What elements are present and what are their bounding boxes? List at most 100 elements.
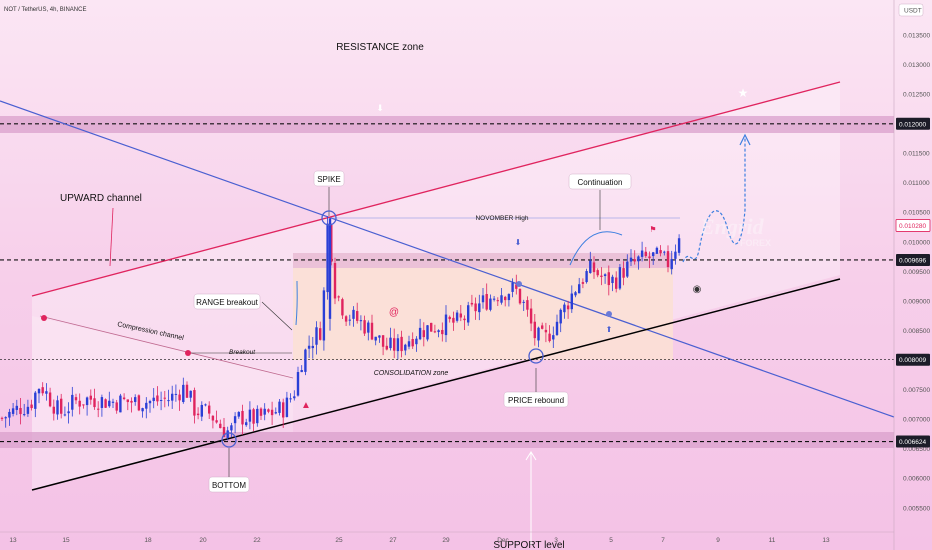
downtrend-line bbox=[0, 100, 895, 418]
bear-candle bbox=[41, 387, 44, 394]
bull-candle bbox=[300, 370, 303, 373]
bull-candle bbox=[119, 395, 122, 413]
bull-candle bbox=[293, 396, 296, 399]
eye-icon: ◉ bbox=[693, 284, 702, 295]
consolidation-zone-label: CONSOLIDATION zone bbox=[374, 370, 449, 377]
resistance-zone-label: RESISTANCE zone bbox=[336, 42, 424, 53]
bull-candle bbox=[500, 295, 503, 303]
bull-candle bbox=[34, 392, 37, 409]
zones-layer bbox=[0, 82, 894, 490]
bear-candle bbox=[633, 259, 636, 262]
time-tick-label: 20 bbox=[199, 537, 207, 544]
bear-candle bbox=[518, 288, 522, 304]
pivot-dot bbox=[606, 311, 612, 317]
bear-candle bbox=[93, 398, 96, 408]
bull-candle bbox=[492, 298, 496, 300]
bull-candle bbox=[204, 404, 207, 406]
bull-candle bbox=[4, 417, 7, 419]
time-tick-label: Dec bbox=[497, 537, 509, 544]
bear-candle bbox=[82, 404, 85, 406]
bull-candle bbox=[437, 330, 440, 333]
bull-candle bbox=[322, 290, 326, 341]
time-tick-label: 29 bbox=[442, 537, 450, 544]
bull-candle bbox=[278, 401, 281, 413]
bear-candle bbox=[533, 321, 536, 339]
bear-candle bbox=[196, 413, 200, 416]
bull-candle bbox=[467, 305, 470, 323]
bear-candle bbox=[515, 284, 518, 289]
bear-candle bbox=[648, 256, 651, 259]
bear-candle bbox=[600, 275, 603, 277]
bull-candle bbox=[522, 301, 525, 303]
bull-candle bbox=[63, 414, 67, 416]
bear-candle bbox=[211, 415, 215, 421]
bull-candle bbox=[56, 400, 59, 415]
watermark-line2: FOREX bbox=[740, 238, 771, 248]
upward-channel-label: UPWARD channel bbox=[60, 193, 142, 204]
price-axis[interactable]: USDT 0.005500 0.006000 0.006500 0.007000 0.0… bbox=[893, 0, 930, 550]
flag-icon: ⚑ bbox=[649, 225, 656, 234]
time-tick-label: 9 bbox=[716, 537, 720, 544]
bear-candle bbox=[344, 316, 348, 322]
time-tick-label: 15 bbox=[62, 537, 70, 544]
candles-layer bbox=[0, 216, 681, 441]
pivot-dot bbox=[185, 350, 191, 356]
price-tick-label: 0.005500 bbox=[903, 505, 930, 512]
bull-candle bbox=[8, 411, 11, 418]
bear-candle bbox=[529, 308, 533, 324]
bull-candle bbox=[26, 406, 30, 414]
bull-candle bbox=[415, 338, 418, 345]
continuation-label-box bbox=[568, 173, 632, 190]
price-tick-label: 0.008500 bbox=[903, 328, 930, 335]
bull-candle bbox=[359, 320, 363, 322]
bull-candle bbox=[304, 349, 307, 372]
time-tick-label: 13 bbox=[9, 537, 17, 544]
price-tick-label: 0.007500 bbox=[903, 387, 930, 394]
resistance-band bbox=[0, 116, 894, 133]
chart-header: NOT / TetherUS, 4h, BINANCE bbox=[4, 7, 86, 13]
bull-candle bbox=[67, 411, 70, 414]
bear-candle bbox=[393, 338, 396, 351]
support-trendline bbox=[31, 278, 841, 491]
price-tag-label: 0.008009 bbox=[899, 357, 926, 364]
bear-candle bbox=[470, 302, 474, 305]
bull-candle bbox=[23, 414, 26, 416]
bull-candle bbox=[481, 295, 485, 303]
bull-candle bbox=[570, 293, 573, 310]
bull-candle bbox=[578, 284, 581, 294]
price-tick-label: 0.009000 bbox=[903, 298, 930, 305]
upward-channel-arrow bbox=[109, 207, 114, 267]
bear-candle bbox=[422, 330, 425, 338]
price-tick-label: 0.013500 bbox=[903, 32, 930, 39]
bull-candle bbox=[285, 397, 289, 417]
bull-candle bbox=[141, 408, 144, 412]
bear-candle bbox=[241, 410, 244, 425]
bull-candle bbox=[404, 344, 407, 351]
bear-candle bbox=[104, 399, 107, 408]
bear-candle bbox=[267, 409, 270, 412]
bull-candle bbox=[171, 393, 174, 401]
bear-candle bbox=[370, 322, 374, 340]
bull-candle bbox=[511, 282, 514, 292]
bull-candle bbox=[15, 405, 18, 410]
bear-candle bbox=[270, 409, 274, 416]
bear-candle bbox=[337, 296, 340, 298]
upper-channel-line bbox=[31, 81, 841, 297]
bull-candle bbox=[352, 309, 355, 319]
compression-channel-fill bbox=[32, 316, 293, 432]
time-axis[interactable]: 13 15 18 20 22 25 27 29 Dec 3 5 7 9 11 13 bbox=[0, 531, 894, 544]
bull-candle bbox=[559, 309, 562, 324]
breakout-label: Breakout bbox=[229, 349, 256, 356]
price-tick-label: 0.007000 bbox=[903, 417, 930, 424]
bull-candle bbox=[311, 345, 314, 349]
rocket-icon: ▲ bbox=[301, 400, 311, 411]
snail-icon: @ bbox=[389, 307, 399, 318]
projection-arrowhead bbox=[739, 133, 751, 146]
bottom-circle bbox=[221, 432, 237, 448]
bear-candle bbox=[319, 328, 322, 340]
bull-candle bbox=[108, 400, 111, 407]
price-tick-label: 0.009500 bbox=[903, 269, 930, 276]
price-tag-label: 0.010280 bbox=[899, 223, 926, 230]
price-rebound-label: PRICE rebound bbox=[508, 396, 564, 405]
